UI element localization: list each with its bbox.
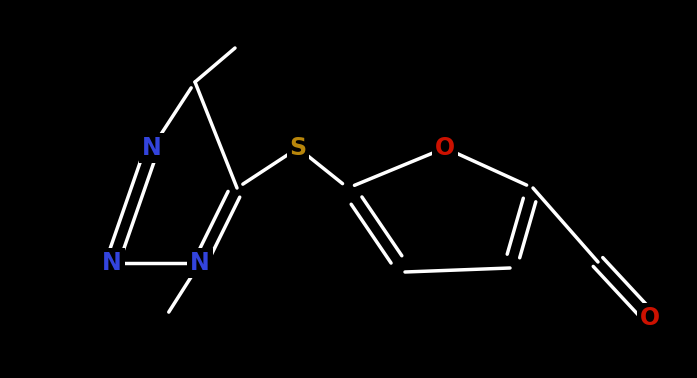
Text: N: N	[190, 251, 210, 275]
Text: N: N	[142, 136, 162, 160]
Text: O: O	[435, 136, 455, 160]
Text: N: N	[102, 251, 122, 275]
Text: O: O	[640, 306, 660, 330]
Text: S: S	[289, 136, 307, 160]
